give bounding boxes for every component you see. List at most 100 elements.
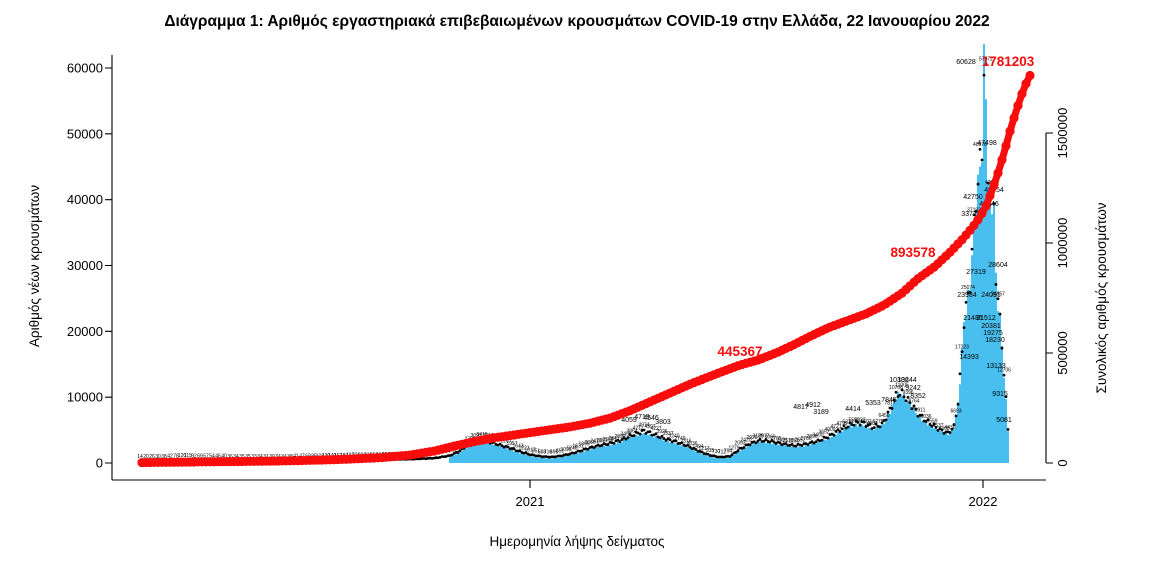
daily-point — [512, 447, 516, 451]
daily-bar — [583, 451, 585, 463]
tiny-value-label: 37193 — [967, 207, 981, 213]
daily-bar — [509, 449, 511, 463]
daily-point — [688, 445, 692, 449]
daily-bar — [693, 449, 695, 463]
daily-bar — [649, 434, 651, 463]
daily-point — [506, 445, 510, 449]
daily-bar — [517, 452, 519, 463]
daily-point — [420, 457, 424, 460]
daily-point — [600, 443, 604, 447]
daily-bar — [815, 443, 817, 463]
daily-bar — [771, 444, 773, 463]
daily-point — [958, 372, 962, 376]
tiny-value-label: 46 — [215, 454, 221, 460]
daily-bar — [957, 401, 959, 463]
left-axis-tick-labels: 0 10000 20000 30000 40000 50000 60000 — [67, 61, 103, 471]
daily-bar — [909, 403, 911, 463]
daily-point — [742, 446, 746, 449]
daily-bar — [789, 446, 791, 463]
daily-point — [856, 420, 860, 424]
left-tick-20000: 20000 — [67, 324, 103, 339]
daily-bar — [1005, 398, 1007, 463]
daily-point — [812, 441, 816, 445]
daily-bar — [481, 442, 483, 463]
tiny-value-label: 2920 — [746, 435, 757, 441]
right-axis-title: Συνολικός αριθμός κρουσμάτων — [1094, 202, 1109, 393]
daily-point — [700, 450, 704, 454]
tiny-value-label: 2391 — [596, 438, 607, 444]
cumulative-point — [1021, 78, 1031, 89]
daily-bar — [937, 431, 939, 463]
daily-bar — [645, 431, 647, 463]
tiny-value-label: 4974 — [638, 423, 649, 429]
daily-bar — [531, 456, 533, 463]
daily-bar — [473, 441, 475, 463]
daily-bar — [823, 439, 825, 463]
daily-bar — [947, 434, 949, 463]
daily-point — [950, 427, 954, 431]
milestone-label: 893578 — [890, 245, 936, 260]
daily-point — [886, 410, 890, 414]
tiny-value-label: 2316 — [680, 438, 691, 444]
daily-point — [832, 433, 836, 437]
daily-point — [954, 414, 958, 418]
daily-point — [778, 441, 782, 445]
daily-bar — [713, 457, 715, 463]
daily-point — [680, 441, 684, 445]
daily-bar — [719, 458, 721, 463]
daily-bar — [923, 419, 925, 463]
daily-point — [574, 451, 578, 454]
daily-bar — [475, 442, 477, 463]
daily-point — [672, 439, 676, 443]
point-value-label: 4912 — [805, 402, 821, 409]
daily-bar — [549, 458, 551, 463]
daily-point — [784, 442, 788, 445]
point-value-label: 4059 — [621, 417, 637, 424]
daily-point — [730, 453, 734, 457]
point-value-label: 3189 — [813, 409, 829, 416]
daily-bar — [465, 448, 467, 463]
daily-bar — [953, 429, 955, 463]
daily-bar — [643, 433, 645, 463]
daily-bar — [617, 441, 619, 463]
daily-point — [456, 451, 460, 454]
daily-point — [962, 326, 966, 330]
daily-bar — [797, 447, 799, 463]
daily-point — [986, 181, 990, 185]
daily-point — [834, 430, 838, 433]
daily-bar — [817, 441, 819, 463]
daily-bar — [525, 455, 527, 463]
daily-point — [550, 455, 554, 459]
daily-point — [422, 457, 426, 460]
daily-bar — [701, 454, 703, 463]
daily-bar — [743, 448, 745, 463]
left-tick-10000: 10000 — [67, 390, 103, 405]
chart-title: Διάγραμμα 1: Αριθμός εργαστηριακά επιβεβ… — [164, 13, 989, 30]
cumulative-point — [977, 208, 987, 218]
point-value-label: 19275 — [983, 330, 1003, 337]
tiny-value-label: 1217 — [698, 446, 709, 452]
daily-point — [442, 455, 446, 459]
tiny-value-label: 2250 — [788, 439, 799, 445]
tiny-value-label: 2267 — [500, 439, 511, 445]
daily-bar — [901, 396, 903, 463]
daily-bar — [895, 400, 897, 463]
tiny-value-label: 57972 — [979, 57, 993, 63]
daily-point — [894, 390, 898, 394]
daily-bar — [993, 202, 995, 463]
tiny-value-label: 2552 — [794, 437, 805, 443]
daily-bar — [961, 348, 963, 463]
left-tick-30000: 30000 — [67, 258, 103, 273]
daily-bar — [973, 218, 975, 463]
daily-point — [936, 429, 940, 432]
daily-point — [768, 440, 772, 444]
daily-bar — [805, 445, 807, 463]
tiny-value-label: 4009 — [824, 427, 835, 433]
daily-point — [654, 432, 658, 436]
daily-bar — [791, 446, 793, 463]
daily-bar — [679, 445, 681, 463]
daily-point — [938, 427, 942, 431]
tiny-value-label: 4397 — [644, 424, 655, 430]
daily-bar — [935, 427, 937, 463]
daily-bar — [725, 457, 727, 463]
